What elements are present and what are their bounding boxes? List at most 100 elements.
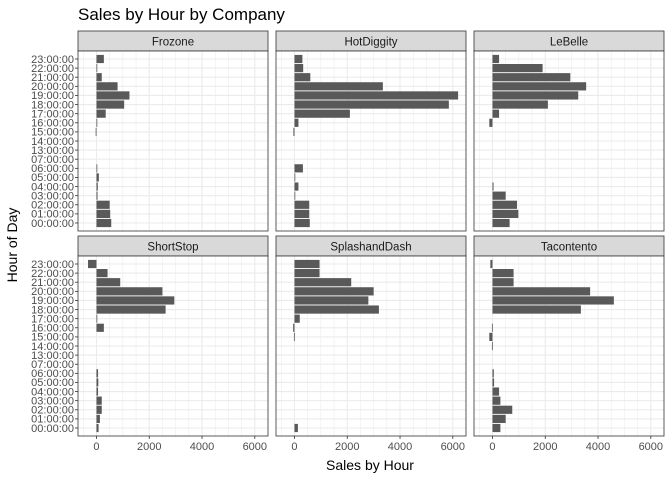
bar-lebelle-03 [492, 191, 506, 200]
bar-tacontento-01 [492, 414, 506, 423]
y-tick-label: 07:00:00 [31, 359, 74, 371]
bar-frozone-18 [96, 100, 125, 109]
y-tick-label: 16:00:00 [31, 118, 74, 130]
y-tick-label: 04:00:00 [31, 181, 74, 193]
x-tick-label: 2000 [335, 441, 359, 453]
bar-lebelle-20 [492, 82, 587, 91]
bar-hotdiggity-00 [294, 218, 310, 228]
x-tick-label: 4000 [586, 441, 610, 453]
bar-frozone-00 [96, 218, 112, 228]
bar-frozone-05 [96, 173, 99, 182]
panel-frozone: Frozone [77, 30, 269, 232]
bar-splashanddash-23 [294, 259, 320, 269]
bar-lebelle-01 [492, 209, 519, 218]
bar-lebelle-17 [492, 109, 500, 118]
x-tick-label: 0 [291, 441, 297, 453]
bar-frozone-15 [95, 127, 97, 136]
bar-shortstop-00 [96, 423, 99, 433]
bar-splashanddash-16 [293, 323, 295, 332]
bar-tacontento-14 [491, 341, 493, 351]
x-tick-label: 2000 [533, 441, 557, 453]
bar-lebelle-18 [492, 100, 548, 109]
panel-border [473, 255, 665, 437]
bar-hotdiggity-22 [294, 64, 304, 73]
strip-label: ShortStop [147, 242, 198, 254]
panel-lebelle: LeBelle [473, 30, 665, 232]
bar-lebelle-21 [492, 73, 571, 82]
bar-tacontento-21 [492, 278, 514, 287]
y-tick-label: 21:00:00 [31, 72, 74, 84]
bar-tacontento-03 [492, 396, 501, 405]
y-tick-label: 06:00:00 [31, 163, 74, 175]
bar-splashanddash-00 [294, 423, 298, 433]
bar-splashanddash-19 [294, 296, 369, 305]
bar-frozone-20 [96, 82, 118, 91]
bar-tacontento-18 [492, 305, 581, 314]
bar-hotdiggity-23 [294, 54, 303, 64]
bar-frozone-17 [96, 109, 106, 118]
bar-frozone-23 [96, 54, 104, 64]
bar-hotdiggity-21 [294, 73, 311, 82]
y-tick-label: 15:00:00 [31, 332, 74, 344]
x-tick-label: 6000 [243, 441, 267, 453]
y-tick-label: 01:00:00 [31, 414, 74, 426]
y-tick-label: 18:00:00 [31, 304, 74, 316]
y-tick-label: 20:00:00 [31, 286, 74, 298]
bar-tacontento-02 [492, 405, 513, 414]
panel-border [275, 255, 467, 437]
y-tick-label: 06:00:00 [31, 368, 74, 380]
y-tick-label: 22:00:00 [31, 268, 74, 280]
bar-tacontento-16 [491, 323, 493, 332]
y-tick-label: 18:00:00 [31, 99, 74, 111]
y-tick-label: 19:00:00 [31, 295, 74, 307]
bar-hotdiggity-20 [294, 82, 383, 91]
strip-label: HotDiggity [344, 37, 397, 49]
bar-shortstop-18 [96, 305, 166, 314]
y-axis-ticks: 00:00:0001:00:0002:00:0003:00:0004:00:00… [31, 54, 78, 435]
bar-tacontento-22 [492, 269, 514, 278]
y-tick-label: 05:00:00 [31, 172, 74, 184]
bar-lebelle-19 [492, 91, 579, 100]
bar-frozone-06 [96, 164, 98, 173]
y-tick-label: 04:00:00 [31, 386, 74, 398]
bar-tacontento-15 [489, 332, 493, 341]
bar-lebelle-02 [492, 200, 518, 209]
bar-shortstop-17 [96, 314, 98, 323]
strip-label: Tacontento [541, 242, 597, 254]
bar-hotdiggity-03 [294, 191, 296, 200]
y-tick-label: 19:00:00 [31, 90, 74, 102]
bar-lebelle-23 [492, 54, 500, 64]
y-tick-label: 05:00:00 [31, 377, 74, 389]
bar-frozone-21 [96, 73, 102, 82]
y-tick-label: 23:00:00 [31, 54, 74, 66]
strip-label: SplashandDash [330, 242, 411, 254]
bar-shortstop-22 [96, 269, 108, 278]
bar-lebelle-16 [489, 118, 493, 127]
y-tick-label: 16:00:00 [31, 323, 74, 335]
y-tick-label: 00:00:00 [31, 423, 74, 435]
x-tick-label: 0 [93, 441, 99, 453]
bar-splashanddash-21 [294, 278, 352, 287]
bar-shortstop-01 [96, 414, 100, 423]
bar-frozone-02 [96, 200, 110, 209]
bar-lebelle-04 [492, 182, 494, 191]
y-tick-label: 01:00:00 [31, 209, 74, 221]
panel-border [275, 50, 467, 232]
bar-tacontento-20 [492, 287, 591, 296]
bar-tacontento-00 [492, 423, 501, 433]
y-tick-label: 07:00:00 [31, 154, 74, 166]
bar-shortstop-02 [96, 405, 102, 414]
bar-tacontento-06 [492, 369, 494, 378]
bar-hotdiggity-04 [294, 182, 299, 191]
bar-tacontento-19 [492, 296, 614, 305]
panel-shortstop: ShortStop [77, 235, 269, 437]
bar-frozone-22 [96, 64, 98, 73]
y-tick-label: 00:00:00 [31, 218, 74, 230]
strip-label: LeBelle [550, 37, 588, 49]
bar-frozone-04 [96, 182, 98, 191]
x-tick-label: 2000 [137, 441, 161, 453]
bar-hotdiggity-15 [293, 127, 295, 136]
y-tick-label: 17:00:00 [31, 313, 74, 325]
bar-tacontento-23 [490, 259, 493, 269]
bar-lebelle-22 [492, 64, 543, 73]
